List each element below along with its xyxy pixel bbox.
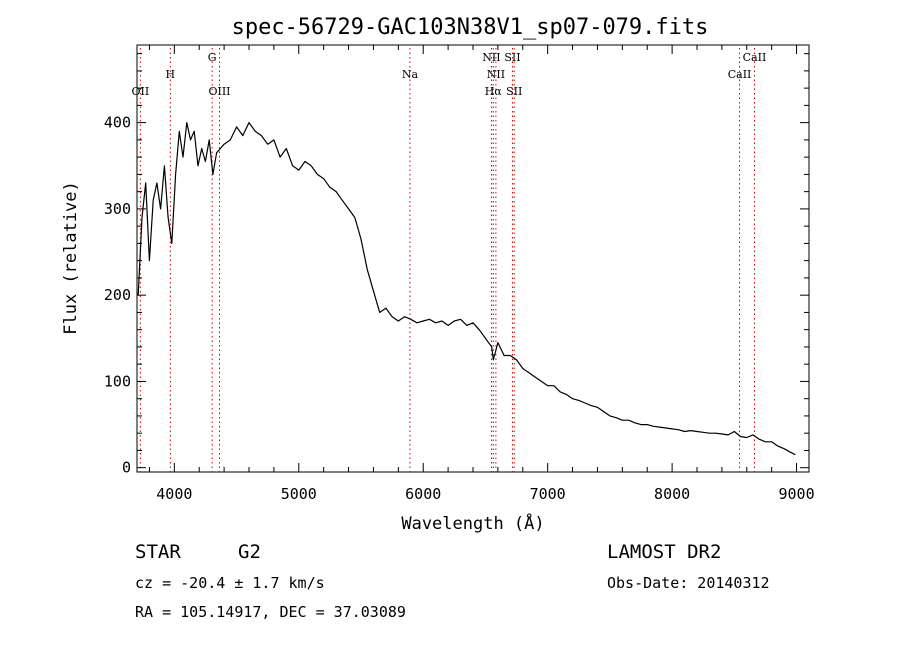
marker-label-5: NII (482, 51, 500, 64)
survey-name: LAMOST DR2 (607, 541, 722, 563)
marker-label-4: Na (402, 68, 419, 81)
chart-title: spec-56729-GAC103N38V1_sp07-079.fits (232, 15, 709, 40)
object-subclass: G2 (238, 541, 261, 563)
y-tick-label: 300 (104, 200, 131, 218)
x-tick-label: 9000 (778, 485, 814, 503)
marker-label-3: OIII (208, 85, 230, 98)
marker-label-9: SII (506, 85, 522, 98)
marker-label-1: H (166, 68, 176, 81)
series-group (137, 121, 796, 456)
x-tick-label: 5000 (281, 485, 317, 503)
x-ticks: 4000 5000 6000 7000 8000 9000 (148, 45, 815, 503)
y-ticks: 0 100 200 300 400 (104, 53, 809, 477)
object-class: STAR (135, 541, 181, 563)
marker-label-6: NII (487, 68, 505, 81)
y-tick-label: 100 (104, 372, 131, 390)
y-tick-label: 200 (104, 286, 131, 304)
coordinates-text: RA = 105.14917, DEC = 37.03089 (135, 603, 406, 621)
redshift-text: cz = -20.4 ± 1.7 km/s (135, 574, 325, 592)
y-tick-label: 400 (104, 114, 131, 132)
spectrum-line-0 (137, 121, 796, 456)
x-axis-label: Wavelength (Å) (401, 512, 544, 534)
marker-label-2: G (208, 51, 217, 64)
x-tick-label: 7000 (530, 485, 566, 503)
marker-label-7: Hα (485, 85, 503, 98)
y-axis-label: Flux (relative) (61, 181, 81, 335)
plot-frame (136, 44, 810, 473)
obs-date: Obs-Date: 20140312 (607, 574, 770, 592)
x-tick-label: 8000 (654, 485, 690, 503)
marker-label-0: OII (132, 85, 150, 98)
marker-label-10: CaII (728, 68, 752, 81)
marker-label-8: SII (504, 51, 520, 64)
x-tick-label: 4000 (156, 485, 192, 503)
x-tick-label: 6000 (405, 485, 441, 503)
y-tick-label: 0 (122, 459, 131, 477)
marker-label-11: CaII (743, 51, 767, 64)
